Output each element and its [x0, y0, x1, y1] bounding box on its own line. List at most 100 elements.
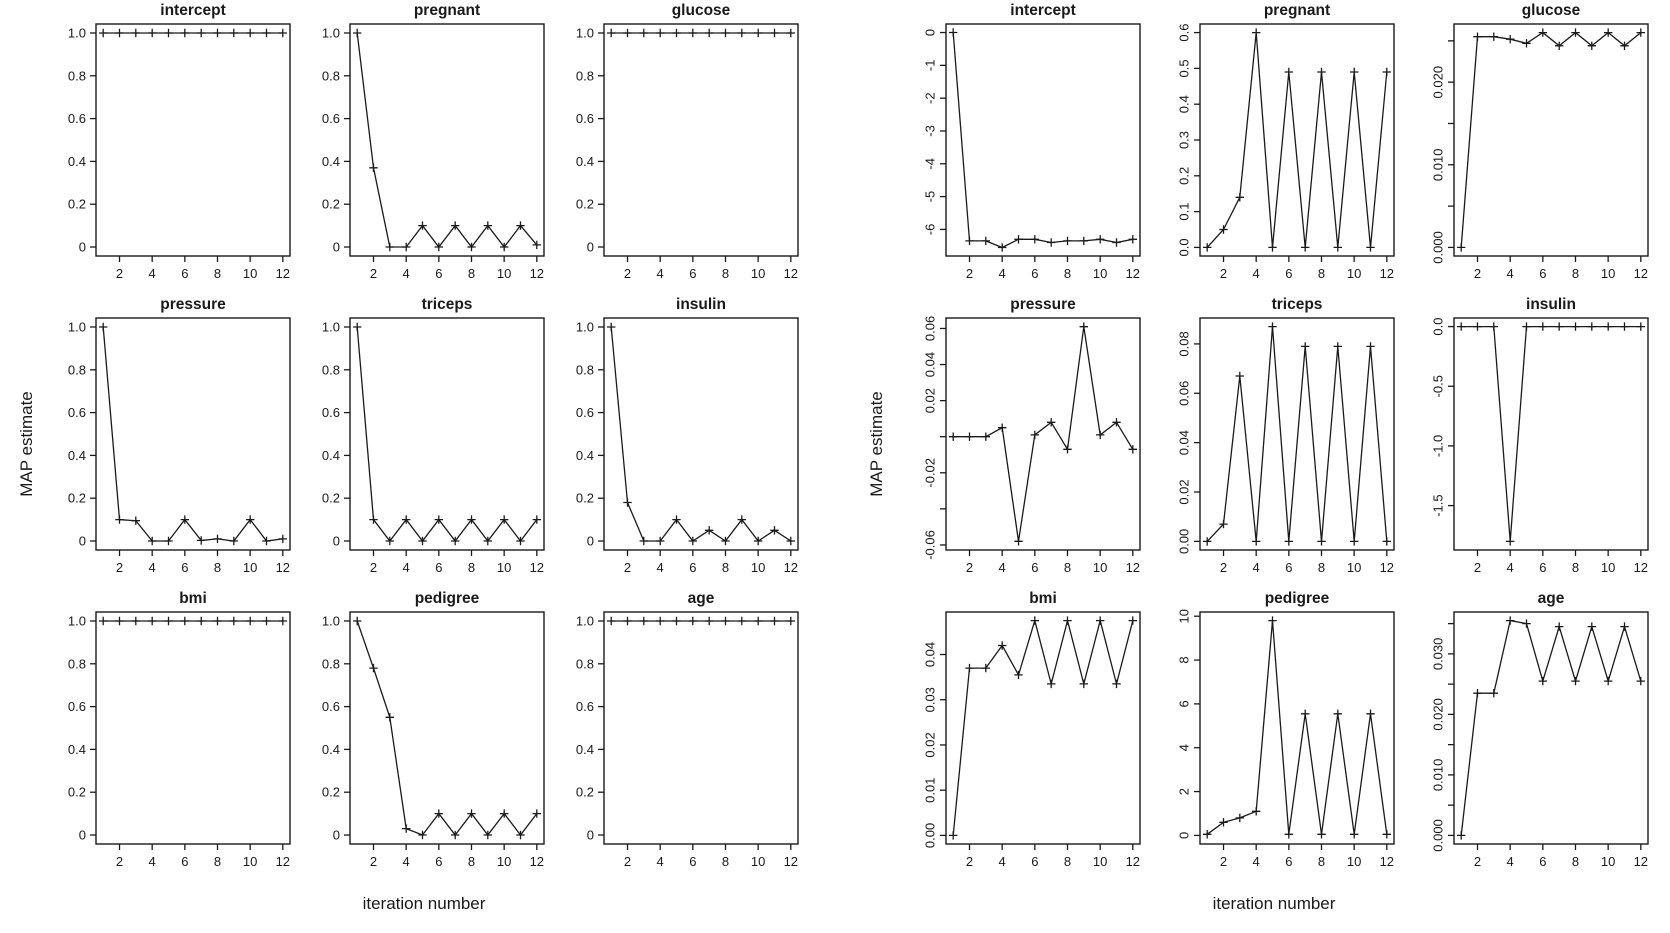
pressure-plot-svg: pressure 0.06 0.04 0.02 -0.02 -0.06 2 4 6 8 10 12: [923, 296, 1141, 575]
x-tick-label: 2: [1220, 560, 1227, 575]
panel-right-insulin: insulin 0.0 -0.5 -1.0 -1.5 2 4 6 8 10 12: [1402, 294, 1654, 582]
y-tick-label: 1.0: [68, 319, 86, 334]
x-tick-label: 12: [1380, 266, 1394, 281]
x-tick-label: 4: [149, 854, 156, 869]
y-tick-label: 0.010: [1431, 149, 1446, 182]
panel-grid-right: intercept 0 -1 -2 -3 -4 -5 -6 2 4 6 8 10 12 pregnant 0.…: [894, 0, 1654, 888]
x-tick-label: 4: [1507, 560, 1514, 575]
y-tick-label: 0.4: [322, 154, 340, 169]
y-axis-label-right: MAP estimate: [860, 0, 894, 888]
x-tick-label: 12: [530, 854, 544, 869]
data-point-markers: [353, 28, 541, 252]
data-point-markers: [1203, 616, 1391, 839]
x-tick-label: 2: [624, 854, 631, 869]
x-tick-label: 4: [999, 560, 1006, 575]
insulin-plot-svg: insulin 0.0 -0.5 -1.0 -1.5 2 4 6 8 10 12: [1431, 296, 1649, 575]
x-tick-label: 6: [1285, 560, 1292, 575]
panel-title: intercept: [160, 2, 225, 19]
x-tick-label: 12: [276, 266, 290, 281]
plot-box: [349, 317, 545, 551]
x-tick-label: 10: [497, 854, 511, 869]
y-axis-label-left: MAP estimate: [10, 0, 44, 888]
x-tick-label: 12: [784, 266, 798, 281]
plot-box: [1453, 23, 1649, 257]
y-tick-label: 0.03: [923, 687, 938, 712]
y-tick-label: 0.4: [322, 742, 340, 757]
panel-right-triceps: triceps 0.00 0.02 0.04 0.06 0.08 2 4 6 8 10 12: [1148, 294, 1400, 582]
x-tick-label: 4: [657, 560, 664, 575]
data-point-markers: [949, 322, 1137, 546]
y-tick-label: 0.8: [68, 362, 86, 377]
panel-left-pregnant: pregnant 1.0 0.8 0.6 0.4 0.2 0 2 4 6 8 10 12: [298, 0, 550, 288]
x-tick-label: 10: [243, 560, 257, 575]
y-tick-label: 0.8: [576, 68, 594, 83]
x-tick-label: 4: [1507, 266, 1514, 281]
x-tick-label: 6: [1539, 560, 1546, 575]
plot-box: [1199, 611, 1395, 845]
data-point-markers: [99, 616, 287, 626]
panel-title: insulin: [676, 296, 726, 313]
x-tick-label: 2: [624, 560, 631, 575]
x-tick-label: 2: [116, 854, 123, 869]
x-tick-label: 12: [1126, 854, 1140, 869]
panel-left-intercept: intercept 1.0 0.8 0.6 0.4 0.2 0 2 4 6 8 10 12: [44, 0, 296, 288]
y-tick-label: 0.2: [68, 785, 86, 800]
y-tick-label: 0: [1177, 832, 1192, 839]
x-tick-label: 8: [214, 854, 221, 869]
y-tick-label: 0.4: [1177, 95, 1192, 113]
x-tick-label: 8: [214, 266, 221, 281]
y-tick-label: 6: [1177, 700, 1192, 707]
y-tick-label: 0.8: [68, 68, 86, 83]
series-line: [1460, 31, 1642, 248]
y-tick-label: 0.08: [1177, 331, 1192, 356]
y-tick-label: 0.4: [576, 154, 594, 169]
y-tick-label: 1.0: [322, 25, 340, 40]
x-tick-label: 10: [1601, 854, 1615, 869]
data-point-markers: [607, 322, 795, 546]
x-axis-label-right: iteration number: [1212, 894, 1336, 913]
y-tick-label: -0.06: [923, 530, 938, 560]
x-tick-label: 8: [214, 560, 221, 575]
y-tick-label: 0.01: [923, 778, 938, 803]
panel-right-pedigree: pedigree 0 2 4 6 8 10 2 4 6 8 10 12: [1148, 588, 1400, 876]
plot-box: [945, 611, 1141, 845]
x-tick-label: 2: [1220, 854, 1227, 869]
x-axis-label-left: iteration number: [362, 894, 486, 913]
x-tick-label: 10: [751, 560, 765, 575]
plot-box: [349, 611, 545, 845]
data-point-markers: [99, 322, 287, 546]
y-tick-label: 0: [333, 240, 340, 255]
x-tick-label: 6: [689, 560, 696, 575]
panel-title: triceps: [422, 296, 473, 313]
y-tick-label: 0.04: [923, 352, 938, 377]
x-tick-label: 2: [966, 266, 973, 281]
x-tick-label: 6: [181, 854, 188, 869]
y-tick-label: 0.000: [1431, 231, 1446, 264]
y-tick-label: 0.4: [68, 742, 86, 757]
y-tick-label: 1.0: [322, 613, 340, 628]
x-tick-label: 12: [276, 560, 290, 575]
y-tick-label: 0.020: [1431, 66, 1446, 99]
age-plot-svg: age 1.0 0.8 0.6 0.4 0.2 0 2 4 6 8 10 12: [576, 590, 799, 869]
y-tick-label: 0.4: [68, 154, 86, 169]
series-line: [356, 326, 538, 543]
panel-right-bmi: bmi 0.00 0.01 0.02 0.03 0.04 2 4 6 8 10 12: [894, 588, 1146, 876]
y-tick-label: 0.2: [322, 197, 340, 212]
x-tick-label: 2: [966, 560, 973, 575]
data-point-markers: [607, 28, 795, 38]
y-tick-label: 0.4: [68, 448, 86, 463]
plot-box: [1199, 317, 1395, 551]
data-point-markers: [353, 322, 541, 546]
x-tick-label: 2: [370, 266, 377, 281]
panel-left-insulin: insulin 1.0 0.8 0.6 0.4 0.2 0 2 4 6 8 10 12: [552, 294, 804, 582]
x-tick-label: 2: [116, 266, 123, 281]
y-tick-label: -0.5: [1431, 375, 1446, 397]
panel-title: age: [1538, 590, 1565, 607]
x-tick-label: 12: [1126, 266, 1140, 281]
x-tick-label: 2: [1474, 560, 1481, 575]
data-point-markers: [99, 28, 287, 38]
pedigree-plot-svg: pedigree 0 2 4 6 8 10 2 4 6 8 10 12: [1177, 590, 1395, 869]
x-tick-label: 8: [1572, 266, 1579, 281]
x-tick-label: 4: [149, 560, 156, 575]
y-tick-label: 0.6: [576, 111, 594, 126]
